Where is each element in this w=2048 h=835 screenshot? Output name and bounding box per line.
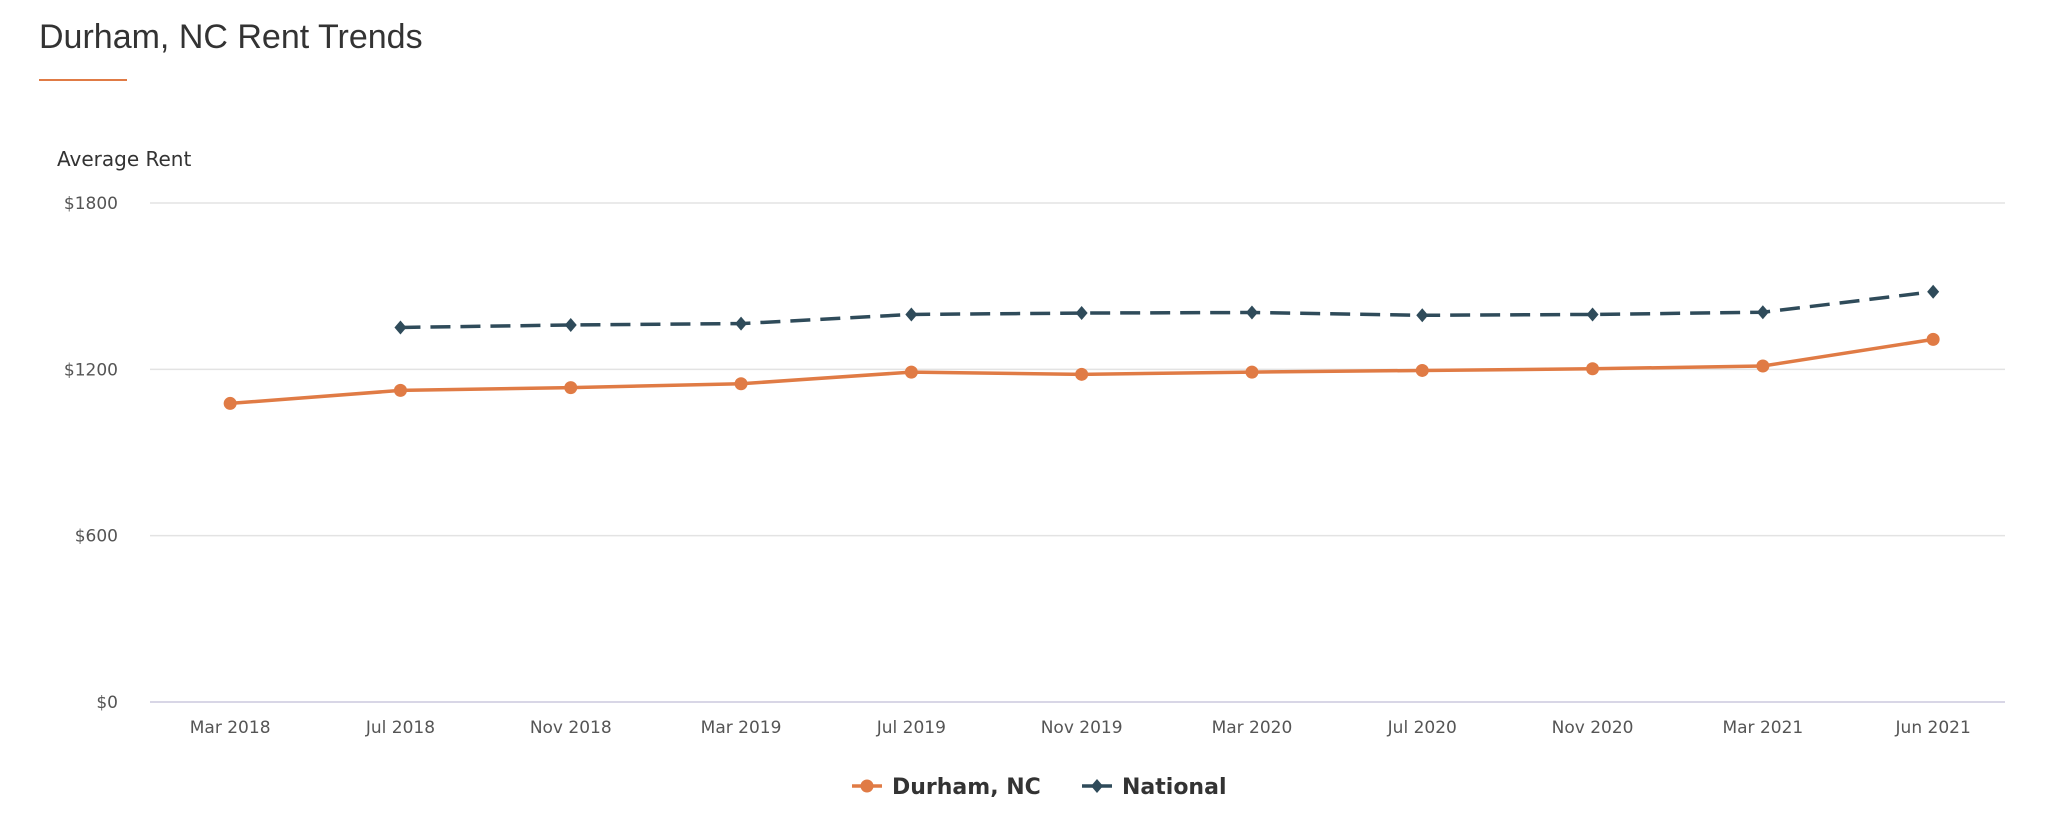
data-point-national xyxy=(1586,307,1599,322)
x-tick-label: Nov 2019 xyxy=(1041,718,1123,738)
x-tick-label: Nov 2018 xyxy=(530,718,612,738)
data-point-durham xyxy=(1415,363,1429,377)
data-point-durham xyxy=(1756,359,1770,373)
legend-item-durham[interactable]: Durham, NC xyxy=(852,775,1041,800)
x-tick-label: Jul 2019 xyxy=(876,718,946,738)
x-tick-label: Mar 2018 xyxy=(190,718,271,738)
x-tick-label: Mar 2021 xyxy=(1722,718,1803,738)
data-point-durham xyxy=(393,383,407,397)
data-point-national xyxy=(394,320,407,335)
legend-circle-icon xyxy=(860,779,874,793)
data-point-national xyxy=(1245,305,1258,320)
data-point-durham xyxy=(1245,365,1259,379)
data-point-national xyxy=(1416,308,1429,323)
data-point-national xyxy=(1075,306,1088,321)
data-point-durham xyxy=(734,377,748,391)
data-point-national xyxy=(1756,305,1769,320)
title-underline xyxy=(39,79,127,81)
legend-item-national[interactable]: National xyxy=(1082,775,1226,800)
x-tick-label: Mar 2019 xyxy=(701,718,782,738)
x-tick-label: Nov 2020 xyxy=(1552,718,1634,738)
chart-title: Durham, NC Rent Trends xyxy=(39,18,423,56)
y-tick-label: $1200 xyxy=(64,360,118,380)
y-tick-label: $600 xyxy=(75,527,118,547)
y-tick-label: $0 xyxy=(96,693,118,713)
data-point-national xyxy=(1927,284,1940,299)
y-tick-label: $1800 xyxy=(64,194,118,214)
data-point-durham xyxy=(1926,332,1940,346)
y-axis-label: Average Rent xyxy=(57,147,191,171)
x-tick-label: Jun 2021 xyxy=(1895,718,1971,738)
series-line-national xyxy=(400,289,1934,330)
data-point-national xyxy=(905,307,918,322)
x-tick-label: Mar 2020 xyxy=(1212,718,1293,738)
legend-diamond-icon xyxy=(1091,779,1103,793)
data-point-durham xyxy=(904,365,918,379)
data-point-national xyxy=(735,316,748,331)
data-point-national xyxy=(564,317,577,332)
data-point-durham xyxy=(564,381,578,395)
x-tick-label: Jul 2020 xyxy=(1387,718,1457,738)
data-point-durham xyxy=(223,396,237,410)
legend-label: Durham, NC xyxy=(892,775,1041,800)
legend-label: National xyxy=(1122,775,1226,800)
x-tick-label: Jul 2018 xyxy=(365,718,435,738)
data-point-durham xyxy=(1586,362,1600,376)
data-point-durham xyxy=(1075,367,1089,381)
